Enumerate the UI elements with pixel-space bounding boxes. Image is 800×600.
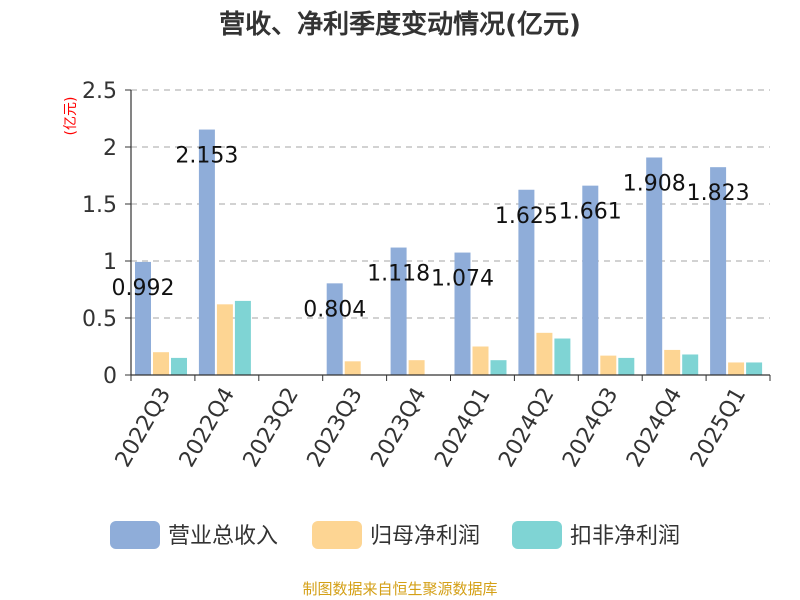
data-label: 1.661 xyxy=(559,200,622,225)
bar-revenue xyxy=(518,189,535,375)
chart-title: 营收、净利季度变动情况(亿元) xyxy=(219,10,581,40)
y-axis-label: (亿元) xyxy=(63,97,79,136)
legend-swatch-deducted-net-profit xyxy=(512,521,562,549)
x-tick-label: 2022Q3 xyxy=(111,384,176,472)
bar-net-profit xyxy=(600,355,617,375)
x-tick-label: 2024Q4 xyxy=(622,384,687,472)
y-tick-label: 0.5 xyxy=(82,307,117,332)
legend-swatch-revenue xyxy=(110,521,160,549)
bar-net-profit xyxy=(728,362,745,375)
bar-revenue xyxy=(390,247,407,375)
bar-deducted-net-profit xyxy=(171,357,187,375)
x-tick-label: 2023Q3 xyxy=(303,384,368,472)
bar-deducted-net-profit xyxy=(746,362,763,375)
legend-label: 归母净利润 xyxy=(370,524,480,549)
bar-deducted-net-profit xyxy=(682,354,699,375)
bar-deducted-net-profit xyxy=(618,357,635,375)
bar-net-profit xyxy=(216,304,233,375)
y-tick-label: 2 xyxy=(103,136,117,161)
y-tick-label: 0 xyxy=(103,364,117,389)
bar-deducted-net-profit xyxy=(234,300,251,375)
bar-deducted-net-profit xyxy=(490,360,507,375)
bar-net-profit xyxy=(536,332,553,375)
bar-net-profit xyxy=(408,360,425,375)
data-label: 2.153 xyxy=(175,144,238,169)
bar-revenue xyxy=(646,157,663,375)
data-label: 1.625 xyxy=(495,204,558,229)
x-tick-label: 2024Q2 xyxy=(494,384,559,472)
x-tick-label: 2023Q4 xyxy=(366,384,431,472)
data-label: 1.074 xyxy=(431,267,494,292)
data-label: 1.118 xyxy=(367,262,430,287)
source-note: 制图数据来自恒生聚源数据库 xyxy=(302,580,498,598)
y-tick-label: 2.5 xyxy=(82,79,117,104)
bar-revenue xyxy=(454,252,471,375)
data-label: 0.804 xyxy=(303,297,366,322)
data-label: 0.992 xyxy=(112,276,175,301)
data-label: 1.908 xyxy=(623,171,686,196)
legend-swatch-net-profit xyxy=(312,521,362,549)
bar-net-profit xyxy=(153,352,169,375)
x-tick-label: 2023Q2 xyxy=(239,384,304,472)
bar-net-profit xyxy=(472,346,489,375)
bar-revenue xyxy=(326,283,343,375)
y-tick-label: 1 xyxy=(103,250,117,275)
bar-revenue xyxy=(582,185,599,375)
bar-revenue xyxy=(198,129,215,375)
bar-net-profit xyxy=(344,361,361,375)
x-tick-label: 2024Q3 xyxy=(558,384,623,472)
bar-deducted-net-profit xyxy=(554,338,571,375)
data-label: 1.823 xyxy=(687,181,750,206)
x-tick-label: 2024Q1 xyxy=(430,384,495,472)
x-tick-label: 2022Q4 xyxy=(175,384,240,472)
y-tick-label: 1.5 xyxy=(82,193,117,218)
legend-label: 营业总收入 xyxy=(168,524,278,549)
legend-label: 扣非净利润 xyxy=(570,524,680,549)
bar-revenue xyxy=(710,167,727,375)
bar-revenue xyxy=(135,261,151,375)
x-tick-label: 2025Q1 xyxy=(686,384,751,472)
bar-net-profit xyxy=(664,349,681,375)
